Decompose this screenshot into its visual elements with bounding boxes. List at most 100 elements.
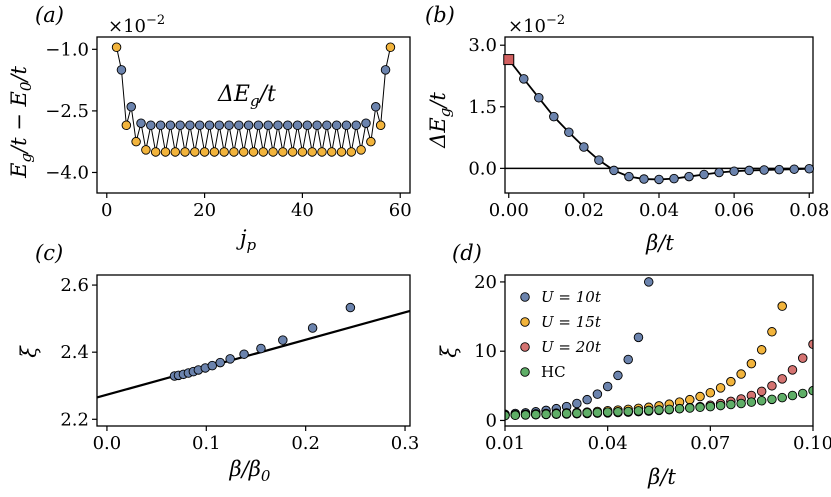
panel-d-point-orange <box>705 388 716 398</box>
panel-a-point <box>292 120 303 131</box>
panel-a-xtick-label: 20 <box>193 200 216 221</box>
panel-b-ytick-label: 1.5 <box>468 97 497 118</box>
legend-label: U = 15t <box>541 313 602 331</box>
panel-a-xtick-label: 40 <box>291 200 314 221</box>
panel-a-point <box>190 147 200 157</box>
legend-marker <box>520 367 530 377</box>
panel-d-point-green <box>613 407 623 417</box>
panel-d-point-orange <box>715 383 726 393</box>
panel-c-ytick-label: 2.4 <box>60 342 89 363</box>
panel-a-point <box>229 147 239 157</box>
panel-a-point <box>312 120 322 131</box>
panel-d-point-green <box>787 390 798 401</box>
panel-d-point-red <box>797 353 808 363</box>
panel-c-ytick-label: 2.2 <box>60 409 89 430</box>
panel-c-point <box>207 360 218 371</box>
panel-a-point <box>170 147 180 157</box>
panel-b-point <box>639 174 649 184</box>
panel-d-point-blue <box>623 354 633 365</box>
panel-c-xlabel: β/β0 <box>229 457 271 485</box>
panel-a-point <box>165 120 176 131</box>
legend-label: HC <box>541 363 566 381</box>
panel-a-point <box>141 145 151 155</box>
panel-a-point <box>121 120 132 131</box>
panel-b-point <box>699 169 709 180</box>
panel-b-point <box>654 174 664 185</box>
panel-d-point-orange <box>695 391 705 402</box>
panel-a-point <box>126 102 136 112</box>
panel-c-ytick-label: 2.6 <box>60 275 89 296</box>
panel-d-point-blue <box>582 394 592 405</box>
panel-d-frame <box>504 274 814 427</box>
panel-a-ytick-label: −2.5 <box>45 101 89 122</box>
panel-b-xtick-label: 0.08 <box>789 200 829 221</box>
panel-b-point <box>534 93 544 103</box>
panel-d-xtick-label: 0.01 <box>485 433 525 454</box>
panel-d-point-green <box>767 394 777 405</box>
panel-d-point-green <box>674 403 685 414</box>
panel-c-point <box>215 357 225 368</box>
panel-c-frame <box>96 274 411 427</box>
panel-a-point <box>248 147 259 157</box>
panel-d-point-green <box>551 409 562 419</box>
panel-b-point <box>609 165 619 176</box>
panel-b-point <box>519 74 529 84</box>
panel-a-point <box>111 42 122 53</box>
panel-d-point-green <box>746 397 757 407</box>
panel-a-point <box>214 120 225 131</box>
legend-marker <box>520 317 530 327</box>
panel-d-point-green <box>695 402 705 413</box>
panel-a-point <box>327 147 337 157</box>
panel-d-point-orange <box>756 345 767 355</box>
panel-c-tag: (c) <box>35 241 63 265</box>
panel-a-point <box>278 147 288 157</box>
panel-d-point-green <box>643 405 654 416</box>
panel-a-point <box>371 102 381 112</box>
panel-b-point <box>729 166 739 176</box>
panel-d-point-green <box>592 407 603 418</box>
panel-d-point-red <box>808 339 813 350</box>
panel-a-point <box>322 120 332 131</box>
panel-d-point-green <box>602 407 613 417</box>
panel-a-point <box>317 147 327 157</box>
panel-a-point <box>180 147 190 157</box>
panel-d-series-group <box>505 277 813 421</box>
panel-a-point <box>336 147 347 157</box>
panel-a-ytick-label: −1.0 <box>45 39 89 60</box>
panel-a-point <box>351 120 361 131</box>
panel-d-point-green <box>520 410 531 420</box>
panel-d-point-red <box>787 365 798 375</box>
panel-d-point-green <box>623 406 633 417</box>
panel-b-point <box>759 165 769 175</box>
panel-a-point <box>209 147 220 157</box>
panel-d-point-green <box>572 408 582 418</box>
panel-d-point-green <box>756 395 767 406</box>
panel-d-point-blue <box>643 277 654 287</box>
panel-c-point <box>307 323 318 333</box>
panel-a-xtick-label: 60 <box>389 200 412 221</box>
panel-b-point <box>744 165 754 176</box>
panel-a-point <box>302 120 313 131</box>
panel-d-xtick-label: 0.10 <box>793 433 831 454</box>
panel-a-point <box>356 145 366 155</box>
panel-d-point-green <box>705 401 716 412</box>
panel-d-point-blue <box>572 398 582 409</box>
panel-d-xtick-label: 0.07 <box>690 433 730 454</box>
panel-d-point-blue <box>633 332 644 343</box>
panel-d-point-green <box>582 408 592 418</box>
panel-d-ylabel: ξ <box>437 345 461 358</box>
panel-d-point-orange <box>777 301 787 311</box>
panel-a-point <box>204 120 215 131</box>
panel-a-point <box>380 65 391 75</box>
panel-a-point <box>116 65 127 75</box>
panel-b-ytick-label: 0.0 <box>468 158 497 179</box>
panel-b-tag: (b) <box>425 3 455 27</box>
panel-b-point <box>789 164 799 174</box>
panel-a-point <box>273 120 283 131</box>
panel-b-xlabel: β/t <box>645 231 674 255</box>
panel-d-point-orange <box>726 376 736 387</box>
panel-c-point <box>225 354 235 364</box>
panel-a-point <box>238 147 249 157</box>
panel-b-point <box>804 164 814 174</box>
